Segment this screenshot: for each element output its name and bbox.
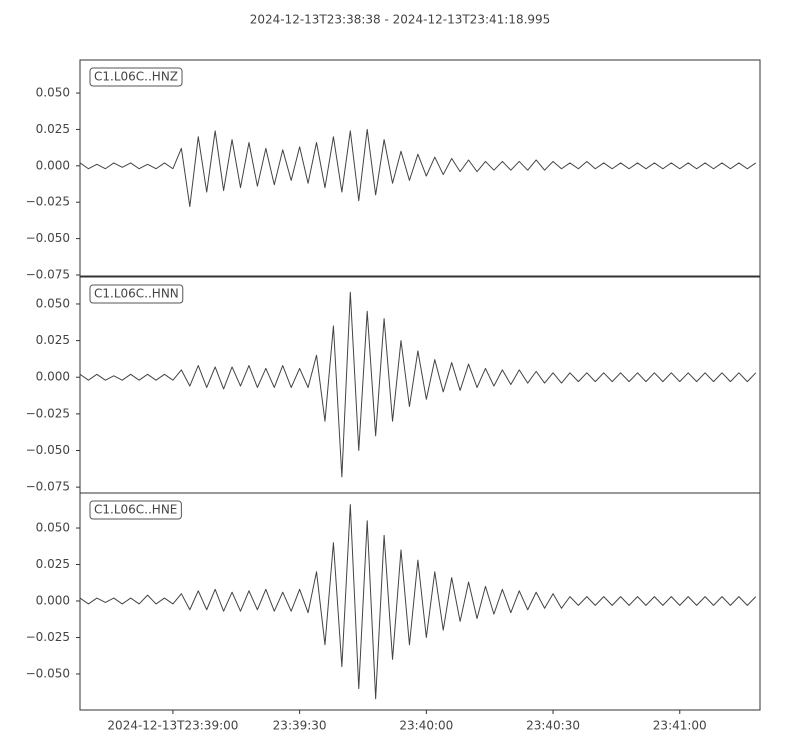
x-tick-label: 23:39:30 (273, 719, 327, 733)
y-tick-label: −0.050 (26, 443, 70, 457)
y-tick-label: −0.075 (26, 480, 70, 494)
waveform (80, 128, 757, 208)
trace-label-box (89, 67, 183, 87)
chart-title: 2024-12-13T23:38:38 - 2024-12-13T23:41:1… (250, 13, 551, 27)
x-tick-label: 2024-12-13T23:39:00 (107, 719, 238, 733)
y-tick-label: −0.025 (26, 195, 70, 209)
y-tick-label: −0.075 (26, 267, 70, 281)
panel-frame (79, 59, 761, 277)
trace-label: C1.L06C..HNN (94, 287, 179, 301)
y-tick-label: 0.025 (36, 122, 70, 136)
y-tick-label: 0.050 (36, 296, 70, 310)
waveform (80, 504, 757, 700)
y-tick-label: 0.000 (36, 593, 70, 607)
trace-label-box (89, 500, 182, 520)
y-tick-label: 0.000 (36, 158, 70, 172)
y-tick-label: 0.025 (36, 333, 70, 347)
y-tick-label: −0.025 (26, 630, 70, 644)
x-tick-label: 23:40:00 (399, 719, 453, 733)
trace-label: C1.L06C..HNE (94, 503, 177, 517)
y-tick-label: −0.050 (26, 231, 70, 245)
y-tick-label: 0.000 (36, 370, 70, 384)
x-tick-label: 23:40:30 (526, 719, 580, 733)
x-tick-label: 23:41:00 (653, 719, 707, 733)
waveform (80, 291, 757, 478)
panel-frame (79, 276, 761, 494)
y-tick-label: 0.050 (36, 521, 70, 535)
y-tick-label: 0.050 (36, 86, 70, 100)
y-tick-label: −0.050 (26, 666, 70, 680)
y-tick-label: 0.025 (36, 557, 70, 571)
trace-label: C1.L06C..HNZ (94, 70, 178, 84)
panel-frame (79, 492, 761, 711)
y-tick-label: −0.025 (26, 406, 70, 420)
trace-label-box (89, 284, 184, 304)
